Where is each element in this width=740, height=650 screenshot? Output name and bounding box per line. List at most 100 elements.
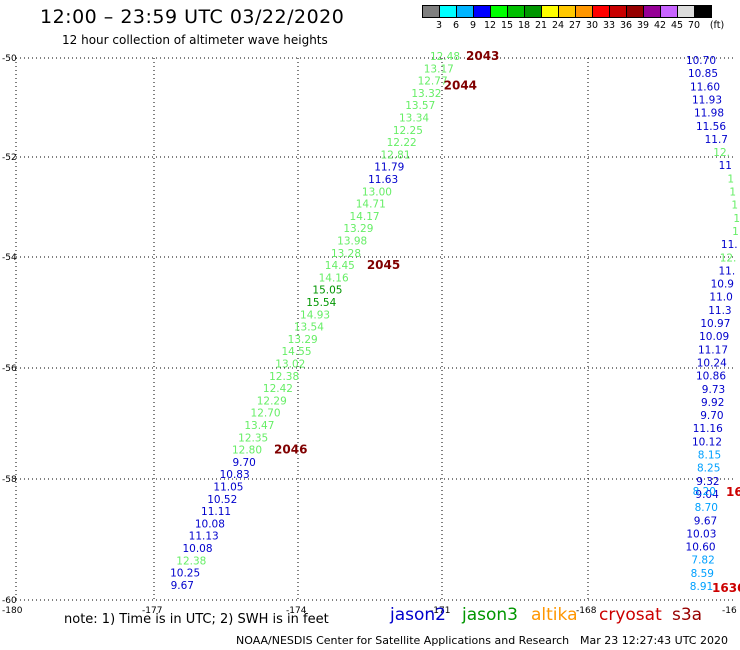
- legend-label: 45: [670, 20, 684, 31]
- track-a-wave-height: 15.05: [312, 285, 342, 297]
- track-a-wave-height: 14.45: [325, 260, 355, 272]
- satellite-label-cryosat: cryosat: [599, 605, 662, 625]
- track-a-wave-height: 11.11: [201, 506, 231, 518]
- track-b-wave-height: 9.67: [694, 515, 717, 527]
- track-a-wave-height: 12.48: [430, 51, 460, 63]
- longitude-tick-label: -16: [722, 606, 737, 616]
- track-b-wave-height: 9.32: [696, 476, 719, 488]
- track-b-wave-height: 11.: [718, 265, 735, 277]
- legend-label: 39: [636, 20, 650, 31]
- satellite-label-jason2: jason2: [390, 605, 446, 625]
- track-time-label: 1636: [712, 581, 740, 595]
- track-b-wave-height: 1: [727, 173, 734, 185]
- track-b-wave-height: 11.16: [693, 423, 723, 435]
- satellite-label-jason3: jason3: [462, 605, 518, 625]
- track-b-wave-height: 11.98: [694, 108, 724, 120]
- track-a-wave-height: 10.08: [182, 543, 212, 555]
- longitude-tick-label: -177: [142, 606, 162, 616]
- wave-height-color-legend: [422, 5, 712, 18]
- track-a-wave-height: 12.70: [251, 408, 281, 420]
- legend-label: 3: [435, 20, 443, 31]
- track-a-wave-height: 13.54: [294, 322, 324, 334]
- legend-swatch: [694, 5, 712, 18]
- track-a-wave-height: 11.63: [368, 174, 398, 186]
- legend-label: 24: [551, 20, 565, 31]
- track-a-wave-height: 11.05: [213, 482, 243, 494]
- track-b-wave-height: 10.24: [697, 357, 727, 369]
- track-b-wave-height: 11.: [721, 239, 738, 251]
- track-b-wave-height: 8.91: [690, 581, 713, 593]
- track-b-wave-height: 9.70: [700, 410, 723, 422]
- track-b-wave-height: 8.20: [693, 486, 716, 498]
- map-title: 12:00 – 23:59 UTC 03/22/2020: [40, 6, 345, 28]
- satellite-label-altika: altika: [531, 605, 578, 625]
- latitude-tick-label: -50: [2, 54, 17, 64]
- track-b-wave-height: 12.: [713, 147, 730, 159]
- track-b-wave-height: 12.: [720, 252, 737, 264]
- track-b-wave-height: 11.60: [690, 81, 720, 93]
- track-a-wave-height: 12.38: [176, 555, 206, 567]
- track-b-wave-height: 11.56: [696, 121, 726, 133]
- track-b-wave-height: 8.70: [695, 502, 718, 514]
- track-b-wave-height: 10.12: [692, 436, 722, 448]
- track-a-wave-height: 12.29: [257, 395, 287, 407]
- longitude-tick-label: -168: [576, 606, 597, 616]
- legend-unit: (ft): [709, 20, 725, 31]
- track-a-wave-height: 12.81: [380, 149, 410, 161]
- track-a-wave-height: 12.77: [418, 76, 448, 88]
- latitude-tick-label: -52: [2, 153, 17, 163]
- footer-credit: NOAA/NESDIS Center for Satellite Applica…: [236, 634, 570, 647]
- track-b-wave-height: 10.60: [686, 542, 716, 554]
- track-b-wave-height: 11: [719, 160, 732, 172]
- legend-label: 33: [602, 20, 616, 31]
- track-b-wave-height: 8.59: [691, 568, 714, 580]
- track-a-wave-height: 10.08: [195, 518, 225, 530]
- track-b-wave-height: 10.85: [688, 68, 718, 80]
- legend-label: 36: [619, 20, 633, 31]
- track-a-wave-height: 14.93: [300, 309, 330, 321]
- track-b-wave-height: 11.93: [692, 94, 722, 106]
- track-time-label: 16: [726, 485, 740, 499]
- track-time-label: 2044: [444, 79, 477, 93]
- track-b-wave-height: 1: [732, 226, 739, 238]
- track-b-wave-height: 11.7: [705, 134, 728, 146]
- longitude-tick-label: -180: [2, 606, 23, 616]
- track-b-wave-height: 11.17: [698, 344, 728, 356]
- track-a-wave-height: 12.42: [263, 383, 293, 395]
- track-b-wave-height: 10.70: [686, 55, 716, 67]
- footer-timestamp: Mar 23 12:27:43 UTC 2020: [580, 634, 728, 647]
- track-a-wave-height: 13.47: [244, 420, 274, 432]
- track-b-wave-height: 10.09: [699, 331, 729, 343]
- latitude-tick-label: -60: [2, 596, 17, 606]
- track-b-wave-height: 10.86: [696, 371, 726, 383]
- legend-label: 70: [687, 20, 701, 31]
- track-b-wave-height: 9.04: [695, 489, 719, 501]
- track-a-wave-height: 10.52: [207, 494, 237, 506]
- track-time-label: 2045: [367, 258, 400, 272]
- track-b-wave-height: 9.73: [702, 384, 725, 396]
- track-a-wave-height: 11.79: [374, 162, 404, 174]
- latitude-tick-label: -58: [2, 475, 17, 485]
- track-b-wave-height: 8.25: [697, 463, 720, 475]
- track-a-wave-height: 14.17: [350, 211, 380, 223]
- track-a-wave-height: 9.70: [232, 457, 255, 469]
- track-time-label: 2043: [466, 49, 499, 63]
- legend-label: 12: [483, 20, 497, 31]
- track-a-wave-height: 10.83: [220, 469, 250, 481]
- track-a-wave-height: 14.16: [319, 272, 349, 284]
- track-a-wave-height: 14.71: [356, 199, 386, 211]
- track-a-wave-height: 15.54: [306, 297, 336, 309]
- track-b-wave-height: 8.15: [698, 450, 721, 462]
- track-a-wave-height: 13.57: [405, 100, 435, 112]
- legend-label: 42: [653, 20, 667, 31]
- track-a-wave-height: 13.17: [424, 63, 454, 75]
- legend-label: 21: [534, 20, 548, 31]
- map-subtitle: 12 hour collection of altimeter wave hei…: [62, 33, 328, 47]
- track-a-wave-height: 13.02: [275, 359, 305, 371]
- track-a-wave-height: 10.25: [170, 568, 200, 580]
- track-b-wave-height: 1: [733, 213, 740, 225]
- track-b-wave-height: 10.97: [700, 318, 730, 330]
- longitude-tick-label: -174: [286, 606, 307, 616]
- track-b-wave-height: 10.9: [711, 279, 734, 291]
- track-time-label: 2046: [274, 443, 307, 457]
